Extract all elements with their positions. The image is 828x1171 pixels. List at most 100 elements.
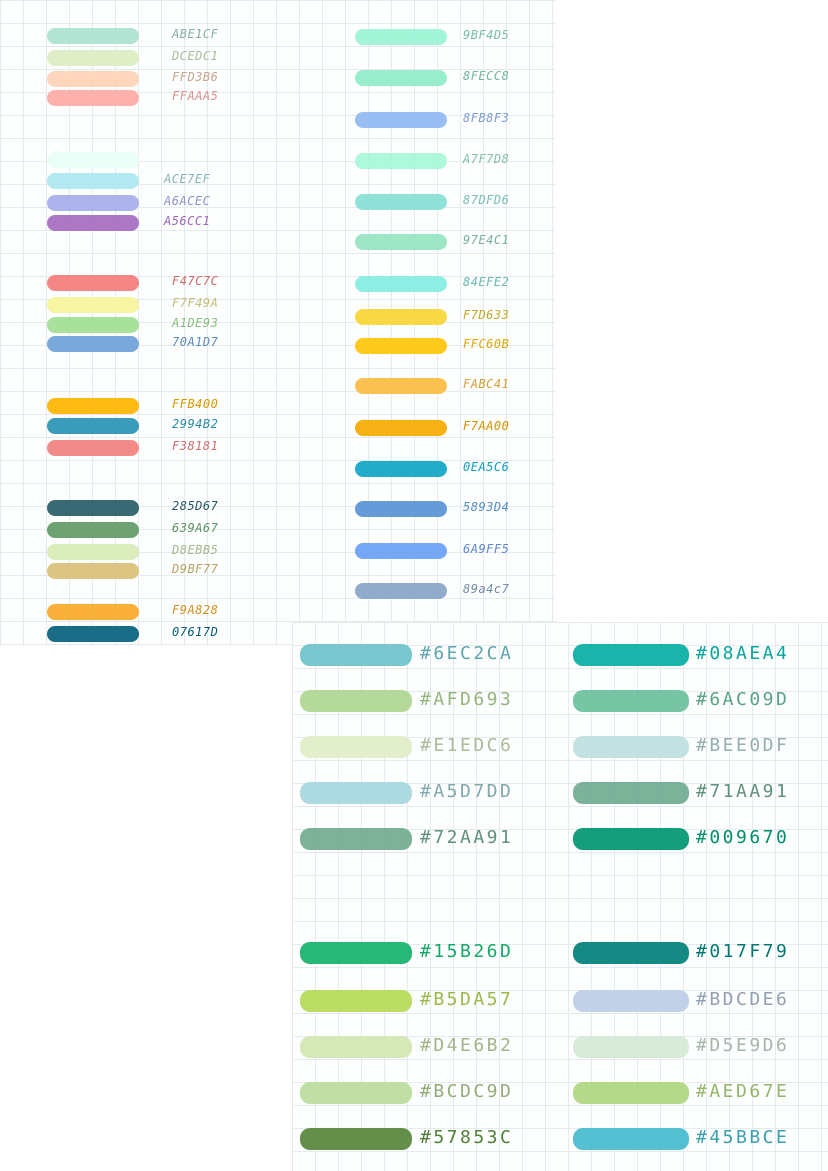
hex-code-label: F7AA00 — [463, 419, 510, 433]
hex-code-label: 8FECC8 — [463, 69, 510, 83]
color-swatch — [47, 500, 139, 516]
color-swatch — [573, 690, 689, 712]
hex-code-label: 5893D4 — [463, 500, 510, 514]
hex-code-label: F7F49A — [172, 296, 219, 310]
hex-code-label: #6EC2CA — [420, 643, 514, 664]
color-swatch — [573, 828, 689, 850]
color-swatch — [47, 317, 139, 333]
hex-code-label: FFC60B — [463, 337, 510, 351]
hex-code-label: FFB400 — [172, 397, 219, 411]
grid-sheet-bottom: #6EC2CA #AFD693 #E1EDC6 #A5D7DD #72AA91 #15B2… — [292, 622, 828, 1171]
color-swatch — [355, 153, 447, 169]
color-swatch — [300, 782, 412, 804]
color-swatch — [300, 1036, 412, 1058]
hex-code-label: ABE1CF — [172, 27, 219, 41]
hex-code-label: 285D67 — [172, 499, 219, 513]
hex-code-label: 87DFD6 — [463, 193, 510, 207]
color-swatch — [355, 420, 447, 436]
color-swatch — [47, 626, 139, 642]
color-swatch — [47, 215, 139, 231]
grid-sheet-top: ABE1CF DCEDC1 FFD3B6 FFAAA5 ACE7EF A6ACEC A56C… — [0, 0, 556, 646]
hex-code-label: #57853C — [420, 1127, 514, 1148]
color-swatch — [573, 782, 689, 804]
hex-code-label: A7F7D8 — [463, 152, 510, 166]
color-swatch — [300, 942, 412, 964]
hex-code-label: F47C7C — [172, 274, 219, 288]
color-swatch — [47, 173, 139, 189]
hex-code-label: 2994B2 — [172, 417, 219, 431]
hex-code-label: #AED67E — [696, 1081, 790, 1102]
color-swatch — [355, 29, 447, 45]
hex-code-label: #BEE0DF — [696, 735, 790, 756]
hex-code-label: 0EA5C6 — [463, 460, 510, 474]
color-swatch — [47, 28, 139, 44]
hex-code-label: 70A1D7 — [172, 335, 219, 349]
color-swatch — [300, 736, 412, 758]
color-swatch — [355, 112, 447, 128]
color-swatch — [47, 544, 139, 560]
color-swatch — [355, 338, 447, 354]
color-swatch — [573, 644, 689, 666]
color-swatch — [573, 1082, 689, 1104]
color-swatch — [355, 501, 447, 517]
color-swatch — [355, 194, 447, 210]
hex-code-label: #BDCDE6 — [696, 989, 790, 1010]
color-swatch — [47, 297, 139, 313]
color-swatch — [355, 234, 447, 250]
hex-code-label: F38181 — [172, 439, 219, 453]
color-swatch — [47, 440, 139, 456]
color-swatch — [355, 378, 447, 394]
color-swatch — [47, 275, 139, 291]
hex-code-label: A6ACEC — [164, 194, 211, 208]
color-swatch — [47, 50, 139, 66]
hex-code-label: 84EFE2 — [463, 275, 510, 289]
hex-code-label: #BCDC9D — [420, 1081, 514, 1102]
hex-code-label: F9A828 — [172, 603, 219, 617]
color-swatch — [47, 398, 139, 414]
color-swatch — [573, 736, 689, 758]
hex-code-label: 89a4c7 — [463, 582, 510, 596]
hex-code-label: 9BF4D5 — [463, 28, 510, 42]
hex-code-label: FFD3B6 — [172, 70, 219, 84]
color-swatch — [300, 644, 412, 666]
color-swatch — [300, 1082, 412, 1104]
hex-code-label: A1DE93 — [172, 316, 219, 330]
hex-code-label: D9BF77 — [172, 562, 219, 576]
hex-code-label: F7D633 — [463, 308, 510, 322]
color-swatch — [355, 70, 447, 86]
color-swatch — [300, 1128, 412, 1150]
color-swatch — [47, 336, 139, 352]
hex-code-label: #017F79 — [696, 941, 790, 962]
hex-code-label: #72AA91 — [420, 827, 514, 848]
hex-code-label: #009670 — [696, 827, 790, 848]
hex-code-label: #6AC09D — [696, 689, 790, 710]
hex-code-label: 8FB8F3 — [463, 111, 510, 125]
color-swatch — [47, 604, 139, 620]
color-swatch — [573, 990, 689, 1012]
color-swatch — [300, 828, 412, 850]
hex-code-label: #71AA91 — [696, 781, 790, 802]
hex-code-label: 07617D — [172, 625, 219, 639]
hex-code-label: #45BBCE — [696, 1127, 790, 1148]
hex-code-label: 639A67 — [172, 521, 219, 535]
hex-code-label: A56CC1 — [164, 214, 211, 228]
color-swatch — [47, 522, 139, 538]
color-swatch — [47, 563, 139, 579]
color-swatch — [355, 309, 447, 325]
color-swatch — [300, 690, 412, 712]
hex-code-label: FABC41 — [463, 377, 510, 391]
color-swatch — [355, 461, 447, 477]
color-swatch — [355, 583, 447, 599]
hex-code-label: #A5D7DD — [420, 781, 514, 802]
color-swatch — [355, 543, 447, 559]
hex-code-label: 6A9FF5 — [463, 542, 510, 556]
color-swatch — [355, 276, 447, 292]
hex-code-label: #15B26D — [420, 941, 514, 962]
hex-code-label: #D4E6B2 — [420, 1035, 514, 1056]
hex-code-label: #D5E9D6 — [696, 1035, 790, 1056]
hex-code-label: DCEDC1 — [172, 49, 219, 63]
hex-code-label: 97E4C1 — [463, 233, 510, 247]
color-swatch — [573, 1128, 689, 1150]
hex-code-label: FFAAA5 — [172, 89, 219, 103]
color-swatch — [47, 195, 139, 211]
